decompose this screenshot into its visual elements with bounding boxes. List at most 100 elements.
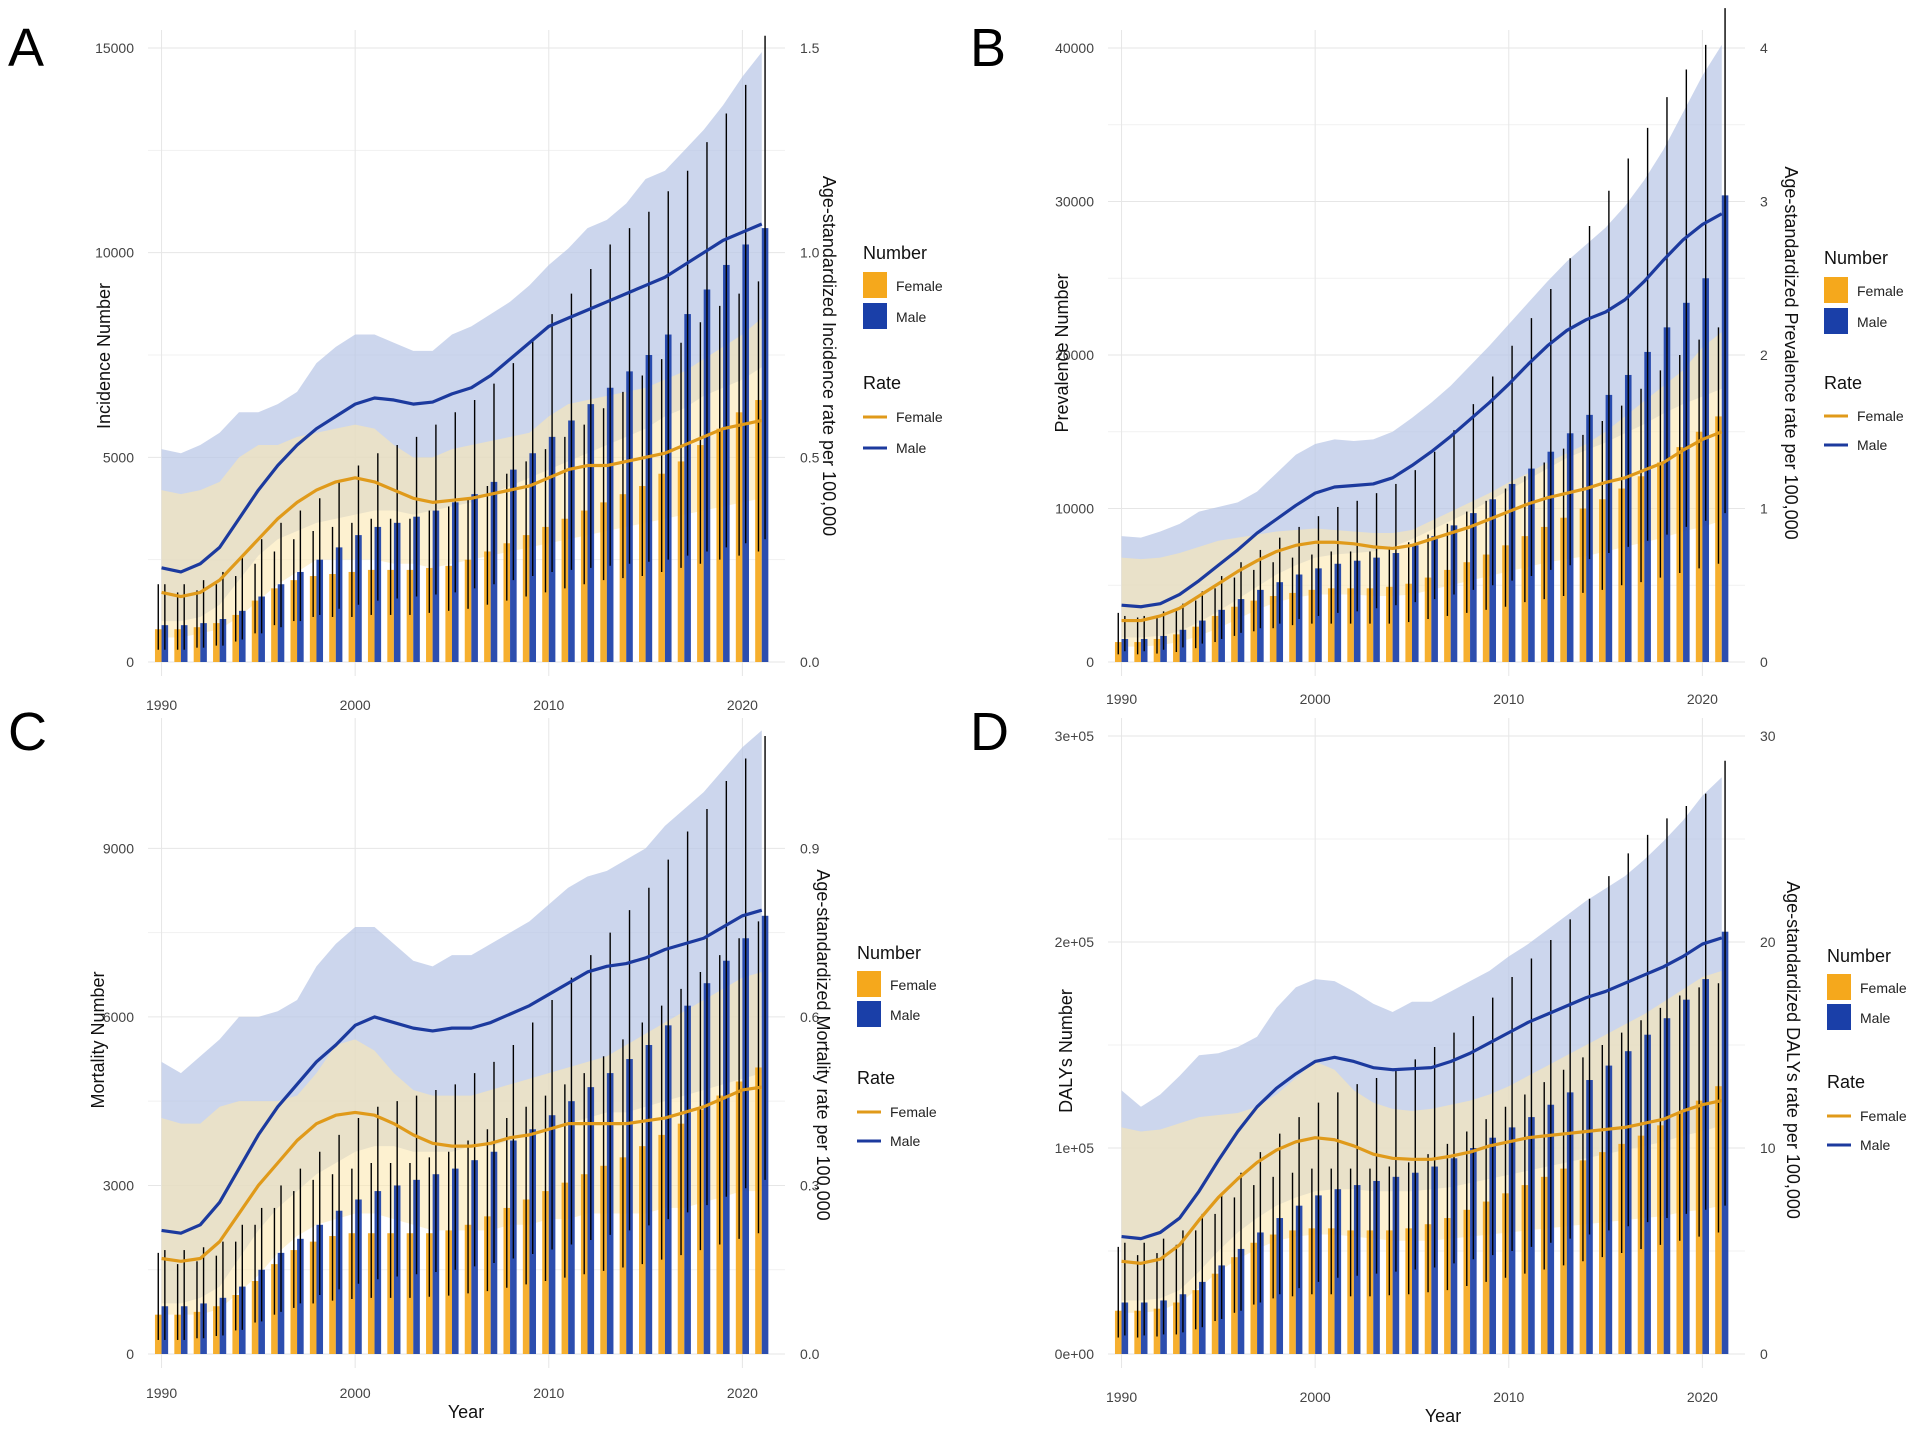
female-number-bar — [600, 502, 607, 662]
legend-male-swatch — [863, 303, 887, 329]
x-axis-title: Year — [1425, 1406, 1461, 1426]
panel-c: C 0 3000 6000 9000 1990 2000 2010 2020 0.0 0.3 0.6… — [8, 702, 937, 1422]
x-tick-label: 2020 — [727, 697, 758, 713]
female-number-bar — [1269, 595, 1277, 662]
x-tick-label: 1990 — [1106, 691, 1137, 707]
y2-tick-label: 3 — [1760, 194, 1768, 210]
legend-male-rate-label: Male — [890, 1133, 921, 1149]
legend-female-swatch — [1824, 277, 1848, 303]
y-tick-label: 2e+05 — [1055, 934, 1095, 950]
legend-male-rate-label: Male — [1857, 437, 1888, 453]
panel-letter: A — [8, 18, 44, 78]
y-tick-label: 15000 — [95, 40, 134, 56]
y-tick-label: 30000 — [1055, 194, 1094, 210]
y-tick-label: 10000 — [1055, 501, 1094, 517]
female-rate-line — [1121, 430, 1723, 623]
legend-female-swatch — [857, 971, 881, 997]
male-rate-line — [1121, 936, 1723, 1241]
legend-female-rate-label: Female — [890, 1104, 937, 1120]
y-tick-label: 6000 — [103, 1009, 134, 1025]
female-number-bar — [445, 565, 452, 662]
female-number-bar — [1289, 592, 1296, 662]
legend-rate-title: Rate — [863, 373, 901, 393]
y2-tick-label: 30 — [1760, 728, 1776, 744]
female-number-bar — [387, 569, 394, 662]
legend-male-swatch — [1824, 308, 1848, 334]
legend-female-swatch — [1827, 974, 1851, 1000]
female-number-bar — [1405, 583, 1412, 662]
y2-tick-label: 0 — [1760, 1346, 1768, 1362]
panel-letter: C — [8, 702, 47, 762]
y2-tick-label: 2 — [1760, 347, 1768, 363]
x-axis-title: Year — [448, 1402, 484, 1422]
female-number-bar — [580, 510, 588, 662]
x-tick-label: 2000 — [340, 1385, 371, 1401]
female-number-bar — [464, 559, 472, 662]
legend-number-title: Number — [857, 943, 921, 963]
y-tick-label: 40000 — [1055, 40, 1094, 56]
legend-male-swatch — [1827, 1004, 1851, 1030]
legend-male-number-label: Male — [1857, 314, 1888, 330]
x-tick-label: 2020 — [727, 1385, 758, 1401]
female-number-bar — [542, 526, 549, 662]
legend-female-rate-label: Female — [1860, 1108, 1907, 1124]
female-number-bar — [561, 518, 569, 662]
y2-tick-label: 1.0 — [800, 245, 820, 261]
legend-female-swatch — [863, 272, 887, 298]
y2-tick-label: 0.0 — [800, 1346, 820, 1362]
female-number-bar — [1386, 586, 1393, 662]
x-tick-label: 2020 — [1687, 691, 1718, 707]
female-number-bar — [271, 588, 278, 662]
x-tick-label: 1990 — [146, 697, 177, 713]
y-tick-label: 0 — [1086, 654, 1094, 670]
plot-area: 0 10000 20000 30000 40000 1990 2000 2010 2020 0 1 2… — [1055, 8, 1768, 707]
y2-tick-label: 0.3 — [800, 1177, 820, 1193]
x-tick-label: 2000 — [1300, 691, 1331, 707]
male-rate-ribbon — [1121, 44, 1722, 638]
y-tick-label: 5000 — [103, 449, 134, 465]
y2-tick-label: 0.9 — [800, 840, 820, 856]
x-tick-label: 2010 — [533, 1385, 564, 1401]
y2-axis-title: Age-standardized Incidence rate per 100,… — [819, 176, 839, 536]
y-tick-label: 3e+05 — [1055, 728, 1095, 744]
y2-tick-label: 0.6 — [800, 1009, 820, 1025]
male-number-bar — [1392, 553, 1400, 662]
x-tick-label: 2010 — [1493, 691, 1524, 707]
y2-axis-title: Age-standardized Prevalence rate per 100… — [1781, 166, 1801, 539]
legend-female-number-label: Female — [890, 977, 937, 993]
female-rate-ribbon — [1121, 331, 1722, 647]
female-number-bar — [484, 551, 491, 662]
plot-area: 0 5000 10000 15000 1990 2000 2010 2020 0.0 0.5 1.0… — [95, 30, 820, 713]
female-number-bar — [1366, 588, 1374, 662]
y2-tick-label: 10 — [1760, 1140, 1776, 1156]
female-number-bar — [503, 543, 511, 662]
y-tick-label: 0 — [126, 654, 134, 670]
panel-d: D 0e+00 1e+05 2e+05 3e+05 1990 2000 2010 2020 0 1… — [970, 702, 1907, 1426]
legend-female-number-label: Female — [1857, 283, 1904, 299]
legend-female-number-label: Female — [896, 278, 943, 294]
legend-number-title: Number — [863, 243, 927, 263]
x-tick-label: 2010 — [1493, 1389, 1524, 1405]
male-number-bar — [1373, 557, 1380, 662]
y-axis-title: Prevalence Number — [1052, 273, 1072, 432]
x-tick-label: 2000 — [1300, 1389, 1331, 1405]
y-axis-title: DALYs Number — [1056, 989, 1076, 1113]
legend-male-swatch — [857, 1001, 881, 1027]
female-number-bar — [367, 569, 375, 662]
x-tick-label: 2020 — [1687, 1389, 1718, 1405]
y2-axis-title: Age-standardized DALYs rate per 100,000 — [1783, 881, 1803, 1219]
y-tick-label: 9000 — [103, 840, 134, 856]
female-number-bar — [426, 567, 433, 662]
female-rate-line — [161, 418, 763, 599]
y2-tick-label: 1 — [1760, 501, 1768, 517]
plot-area: 0 3000 6000 9000 1990 2000 2010 2020 0.0 0.3 0.6 0.… — [103, 718, 820, 1401]
panel-a: A 0 5000 10000 15000 1990 2000 2010 2020 0.0 0.5 1… — [8, 18, 943, 713]
female-number-bar — [1347, 588, 1354, 662]
legend-male-rate-label: Male — [1860, 1137, 1891, 1153]
y2-tick-label: 0.5 — [800, 449, 820, 465]
male-rate-line — [1121, 212, 1723, 609]
legend-male-number-label: Male — [1860, 1010, 1891, 1026]
female-rate-ribbon — [1121, 970, 1722, 1313]
female-number-bar — [329, 573, 336, 662]
